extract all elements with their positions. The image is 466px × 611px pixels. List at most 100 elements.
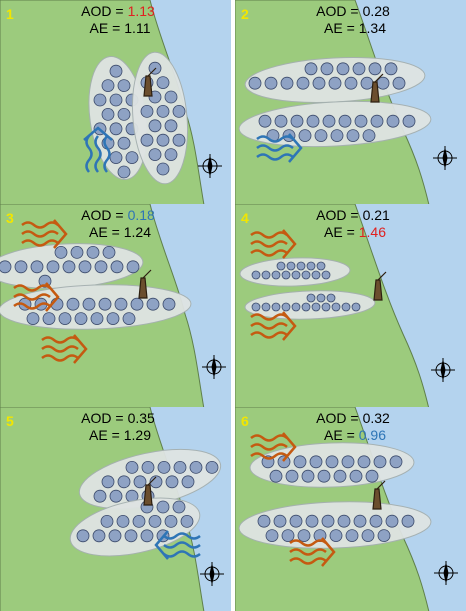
wind-arrow [13,282,60,312]
aerosol-particle [286,261,296,271]
aerosol-particle [125,461,139,474]
compass [434,561,458,585]
wind-line [250,313,288,321]
aod-line: AOD = 0.32 [316,410,390,426]
aerosol-particle [301,270,311,280]
wind-line [250,322,288,330]
aerosol-particle [291,270,301,280]
aerosol-particle [322,114,336,128]
compass [431,358,455,382]
panel-content [0,407,231,611]
aerosol-particle [273,514,287,528]
wind-line [256,135,294,143]
aerosol-particle [281,529,295,543]
aod-label: AOD = [316,410,358,426]
aerosol-particle [301,302,311,312]
ae-value: 1.29 [124,427,151,443]
wind-head [154,530,169,560]
aerosol-particle [265,529,279,543]
aerosol-particle [78,260,92,274]
aerosol-particle [156,76,170,89]
wind-arrow [41,334,88,364]
aerosol-particle [353,514,367,528]
ae-label: AE = [324,20,355,36]
wind-arrow [289,537,336,567]
aerosol-particle [110,260,124,274]
aerosol-particle [101,475,115,489]
wind-head [282,229,297,259]
wind-line [250,443,288,451]
aerosol-particle [357,455,371,469]
wind-line [289,539,327,547]
aerosol-particle [261,270,271,280]
aerosol-particle [261,302,271,312]
aod-label: AOD = [81,207,123,223]
ae-value: 0.96 [359,427,386,443]
wind-line [250,452,288,460]
aerosol-particle [117,108,131,121]
aerosol-particle [306,293,316,303]
ae-value: 1.46 [359,224,386,240]
aerosol-particle [271,270,281,280]
aerosol-particle [66,297,80,311]
aerosol-particle [173,461,187,474]
aerosol-particle [305,514,319,528]
aerosol-particle [76,529,90,543]
panel-number: 5 [6,413,14,429]
aerosol-particle [325,455,339,469]
aod-line: AOD = 1.13 [81,3,155,19]
wind-line [256,153,294,161]
aerosol-particle [285,469,299,483]
compass-star [442,148,448,168]
aerosol-particle [164,119,178,133]
compass [200,562,224,586]
panel-content [235,0,466,204]
aerosol-particle [328,76,342,90]
wind-line [41,345,79,353]
aerosol-particle [337,514,351,528]
ae-value: 1.34 [359,20,386,36]
compass-star [440,360,446,380]
aerosol-particle [140,105,154,118]
wind-line [21,221,59,229]
aerosol-particle [106,312,120,325]
aerosol-particle [277,455,291,469]
panel-number: 3 [6,210,14,226]
wind-head [282,311,297,341]
wind-line [13,302,51,310]
wind-line [289,548,327,556]
wind-head [288,133,303,163]
aerosol-particle [156,162,170,176]
aerosol-particle [124,529,138,543]
wind-arrow [250,432,297,462]
wind-arrow [83,126,113,173]
aerosol-particle [331,302,341,312]
aerosol-particle [330,129,344,143]
aerosol-particle [130,297,144,311]
aerosol-particle [373,455,387,469]
aerosol-particle [338,114,352,128]
aerosol-particle [148,119,162,133]
aerosol-particle [26,312,40,325]
aerosol-particle [70,246,84,259]
aerosol-particle [156,105,170,118]
aerosol-particle [164,148,178,162]
aerosol-particle [126,260,140,274]
wind-arrow [250,229,297,259]
aerosol-particle [306,114,320,128]
ae-line: AE = 1.46 [324,224,386,240]
panel-number: 2 [241,6,249,22]
aerosol-particle [140,133,154,147]
ae-label: AE = [90,20,121,36]
aod-label: AOD = [81,3,123,19]
aerosol-particle [345,529,359,543]
wind-arrow [256,133,303,163]
aerosol-particle [304,62,318,76]
aerosol-particle [344,76,358,90]
compass-star [209,564,215,584]
wind-arrow [154,530,201,560]
aerosol-particle [321,514,335,528]
